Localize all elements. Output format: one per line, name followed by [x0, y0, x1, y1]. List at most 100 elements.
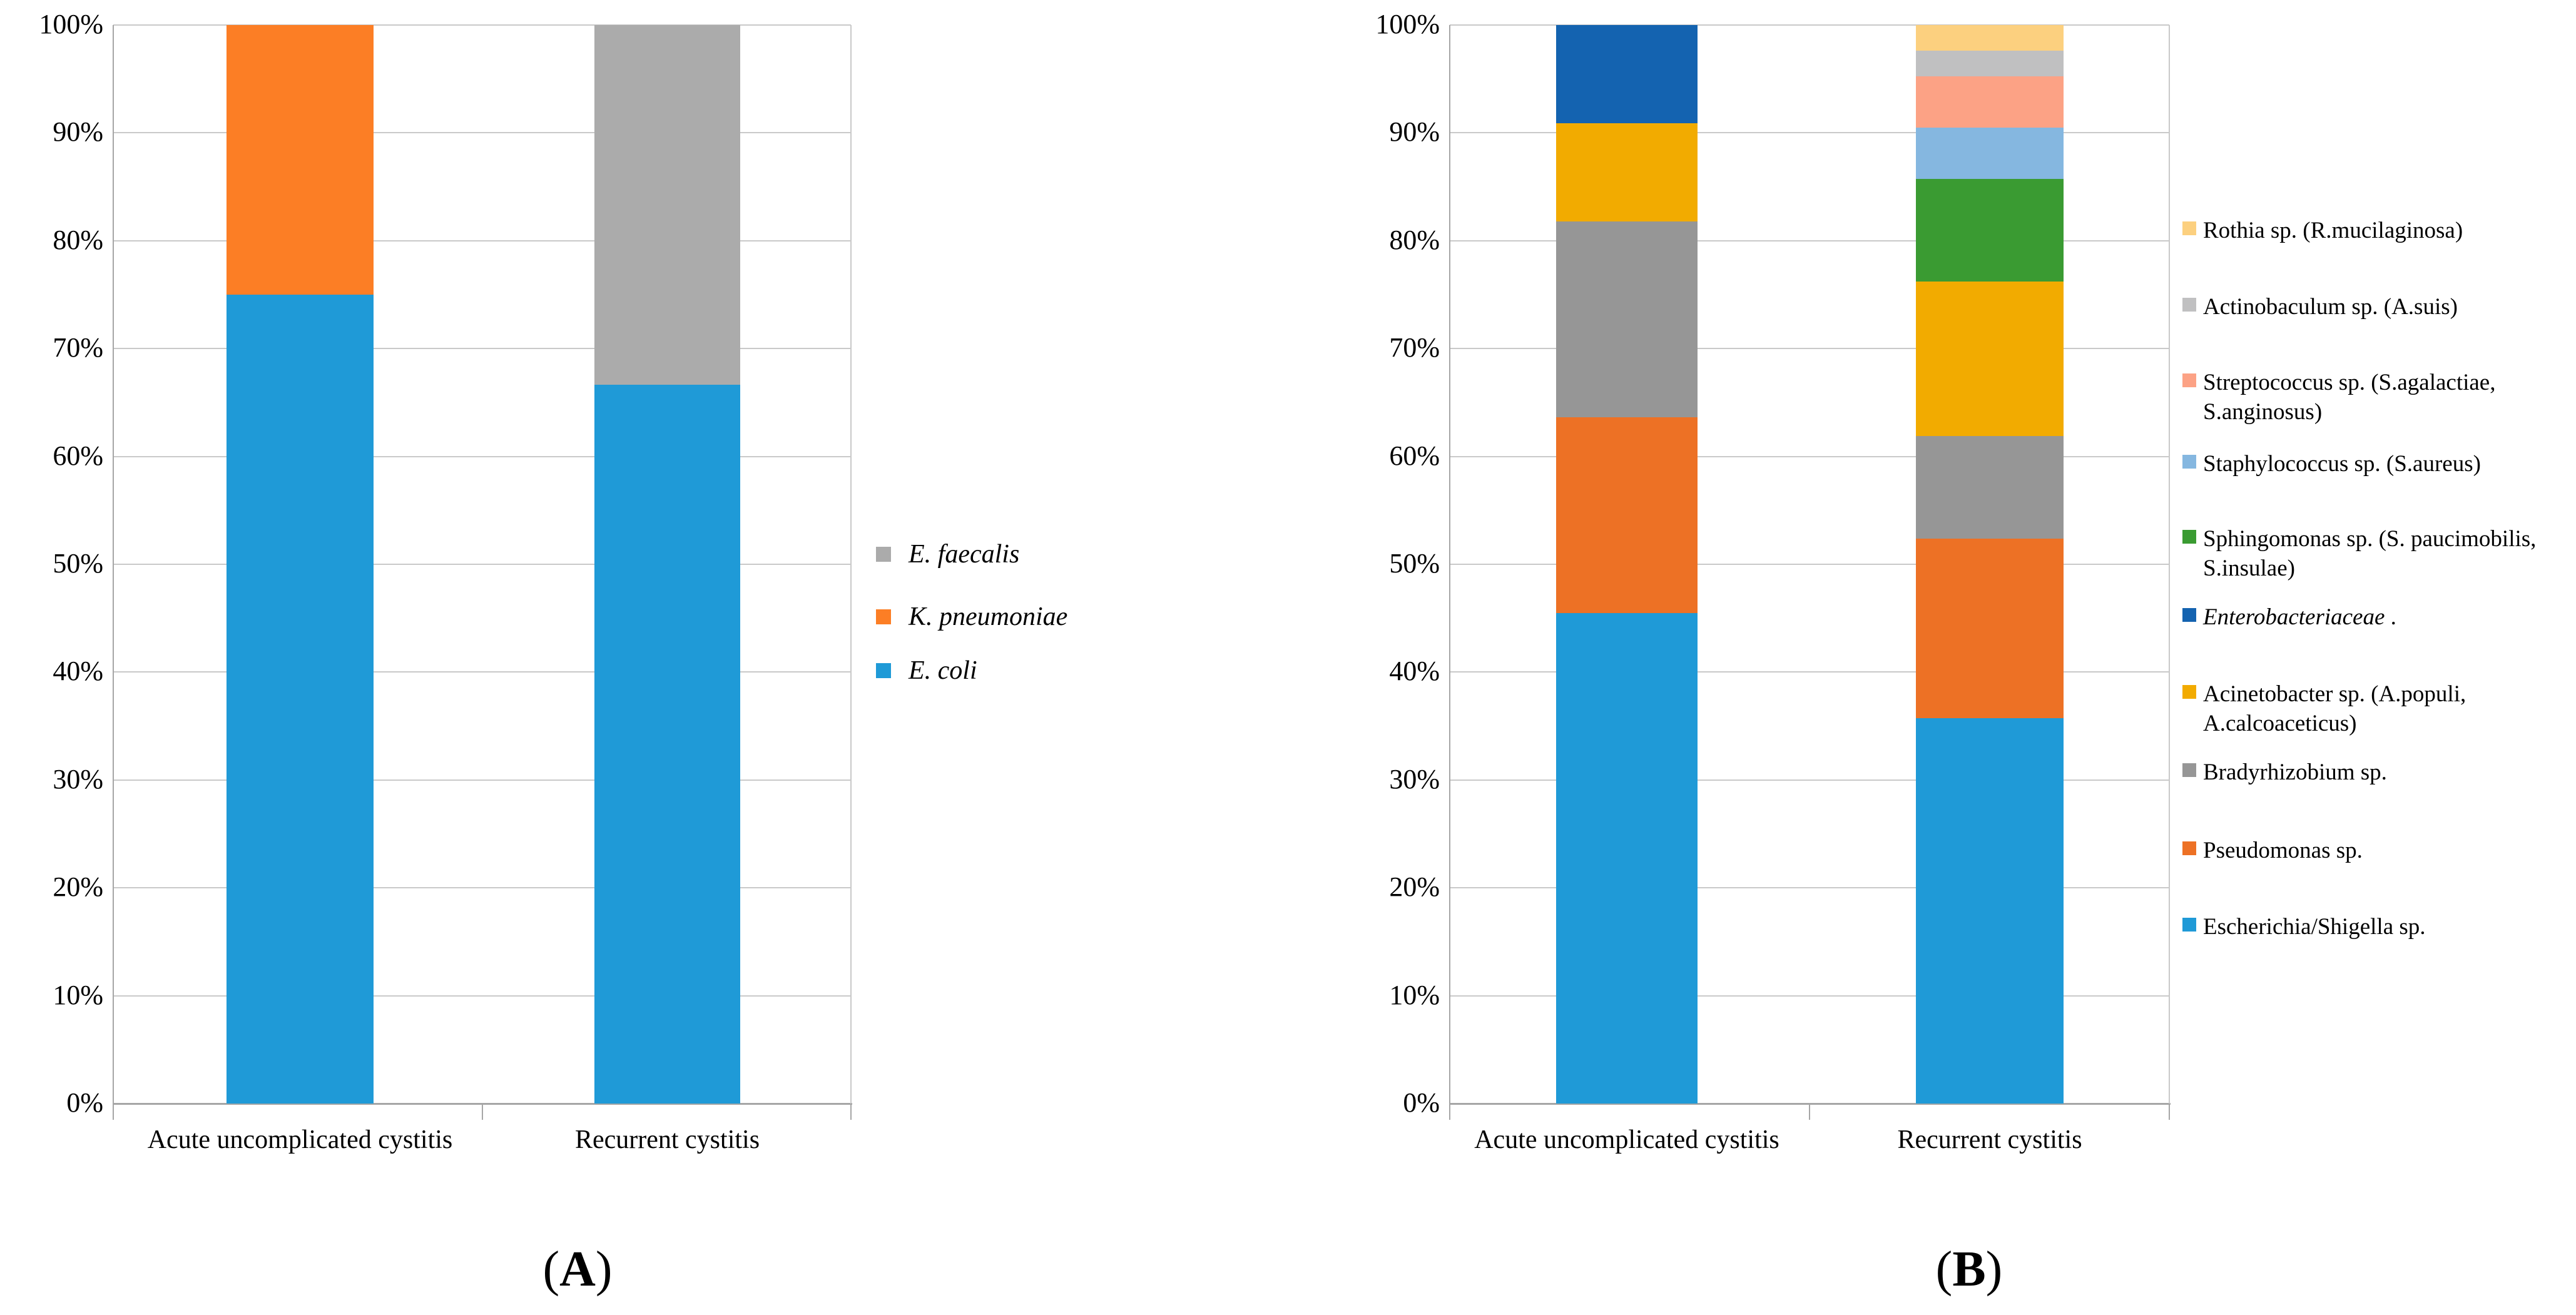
bar-segment [1916, 128, 2064, 180]
legend-swatch [876, 609, 891, 624]
legend-label: Enterobacteriaceae . [2203, 602, 2573, 632]
x-axis-label: Acute uncomplicated cystitis [147, 1125, 453, 1154]
bar-segment [1556, 123, 1698, 221]
legend-swatch [2182, 221, 2196, 235]
x-axis-tick [850, 1104, 852, 1120]
legend-label: Rothia sp. (R.mucilaginosa) [2203, 218, 2463, 243]
panel-b-caption: (B) [1844, 1242, 2094, 1297]
legend-label: Acinetobacter sp. (A.populi, A.calcoacet… [2203, 681, 2467, 736]
legend-label: Actinobaculum sp. (A.suis) [2203, 294, 2458, 320]
legend-label: E. faecalis [909, 538, 1259, 571]
caption-letter: B [1952, 1242, 1986, 1297]
bar-segment [594, 25, 740, 385]
x-axis-tick [1809, 1104, 1810, 1120]
legend-label: Pseudomonas sp. [2203, 838, 2363, 863]
gridline [113, 564, 851, 565]
gridline [113, 240, 851, 241]
y-axis-label: 70% [53, 332, 103, 363]
legend-label: E. coli [909, 654, 1259, 687]
x-axis-label: Acute uncomplicated cystitis [1474, 1125, 1779, 1154]
legend-label-text: K. pneumoniae [909, 602, 1068, 631]
gridline [1450, 564, 2169, 565]
gridline [1450, 995, 2169, 997]
legend-swatch [2182, 298, 2196, 312]
gridline [113, 24, 851, 26]
panel-a-caption: (A) [452, 1242, 703, 1297]
plot-right-border [850, 25, 852, 1104]
y-axis-line [113, 25, 114, 1120]
gridline [1450, 132, 2169, 134]
y-axis-label: 40% [53, 656, 103, 687]
y-axis-label: 0% [1403, 1087, 1440, 1118]
y-axis-label: 80% [1389, 224, 1440, 255]
caption-letter: A [559, 1242, 596, 1297]
legend-swatch [876, 663, 891, 678]
gridline [113, 995, 851, 997]
y-axis-line [1449, 25, 1450, 1120]
legend-label-text: Enterobacteriaceae [2203, 604, 2385, 630]
legend-swatch [2182, 685, 2196, 699]
y-axis-label: 100% [39, 9, 103, 39]
y-axis-label: 40% [1389, 656, 1440, 687]
bar-segment [1916, 25, 2064, 51]
gridline [113, 348, 851, 350]
gridline [113, 887, 851, 889]
bar-segment [1556, 417, 1698, 614]
legend-swatch [2182, 918, 2196, 932]
gridline [1450, 887, 2169, 889]
x-axis-label: Recurrent cystitis [1897, 1125, 2082, 1154]
y-axis-label: 90% [53, 116, 103, 148]
y-axis-label: 60% [1389, 440, 1440, 471]
plot-right-border [2169, 25, 2170, 1104]
legend-label: Staphylococcus sp. (S.aureus) [2203, 451, 2481, 477]
y-axis-label: 0% [66, 1087, 103, 1118]
legend-swatch [2182, 373, 2196, 387]
bar-segment [594, 384, 740, 1104]
y-axis-label: 60% [53, 440, 103, 471]
legend-label: Bradyrhizobium sp. [2203, 759, 2387, 785]
x-axis-tick [2169, 1104, 2170, 1120]
bar-segment [1916, 282, 2064, 436]
x-axis-tick [481, 1104, 483, 1120]
y-axis-label: 30% [1389, 763, 1440, 795]
y-axis-label: 20% [1389, 871, 1440, 903]
legend-swatch [2182, 763, 2196, 777]
caption-paren-close: ) [595, 1242, 613, 1297]
legend-label: K. pneumoniae [909, 601, 1259, 633]
y-axis-label: 70% [1389, 332, 1440, 363]
y-axis-label: 50% [53, 548, 103, 579]
bar-segment [1916, 51, 2064, 77]
legend-label-text: E. faecalis [909, 540, 1020, 569]
gridline [1450, 24, 2169, 26]
y-axis-label: 30% [53, 763, 103, 795]
y-axis-label: 20% [53, 871, 103, 903]
caption-paren-open: ( [542, 1242, 560, 1297]
gridline [1450, 455, 2169, 457]
y-axis-label: 100% [1375, 9, 1440, 39]
gridline [113, 671, 851, 673]
y-axis-label: 10% [1389, 979, 1440, 1010]
caption-paren-close: ) [1985, 1242, 2003, 1297]
legend-label-suffix: . [2385, 604, 2396, 630]
x-axis-label: Recurrent cystitis [574, 1125, 760, 1154]
y-axis-label: 80% [53, 224, 103, 255]
legend-swatch [876, 547, 891, 562]
gridline [113, 132, 851, 134]
bar-segment [1916, 538, 2064, 719]
bar-segment [1556, 613, 1698, 1104]
gridline [1450, 348, 2169, 350]
gridline [113, 779, 851, 781]
bar-segment [227, 25, 374, 295]
gridline [1450, 671, 2169, 673]
legend-label-text: E. coli [909, 656, 977, 685]
legend-label: Sphingomonas sp. (S. paucimobilis, S.ins… [2203, 526, 2537, 581]
y-axis-label: 10% [53, 979, 103, 1010]
bar-segment [1916, 435, 2064, 539]
gridline [1450, 240, 2169, 241]
legend-swatch [2182, 530, 2196, 544]
legend-swatch [2182, 455, 2196, 469]
legend-label: Escherichia/Shigella sp. [2203, 914, 2426, 940]
bar-segment [1916, 179, 2064, 282]
